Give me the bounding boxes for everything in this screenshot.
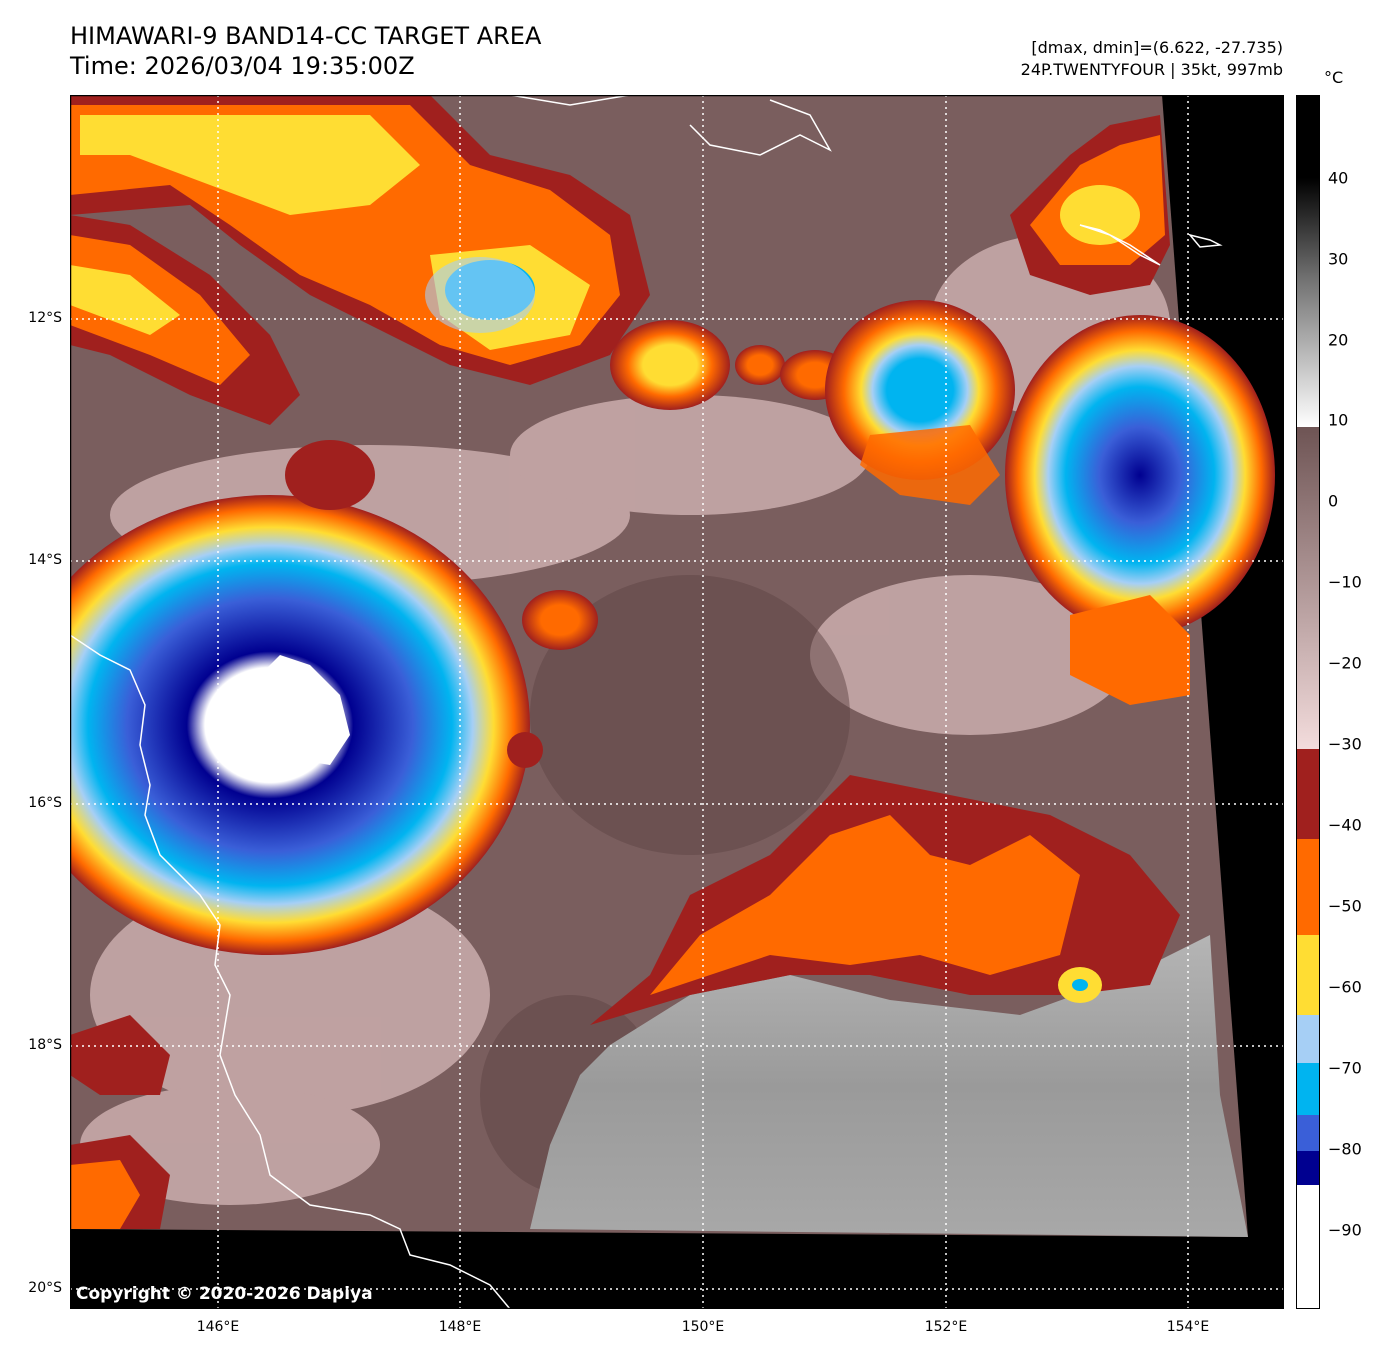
cbar-tick-0: 0 <box>1328 491 1339 511</box>
cbar-tick-m90: −90 <box>1328 1220 1362 1240</box>
cbar-tick-m80: −80 <box>1328 1139 1362 1159</box>
lon-label-150e: 150°E <box>681 1319 725 1335</box>
lat-label-12s: 12°S <box>28 310 62 326</box>
lon-label-146e: 146°E <box>196 1319 240 1335</box>
lat-label-20s: 20°S <box>28 1280 62 1296</box>
cbar-tick-10: 10 <box>1328 410 1349 430</box>
data-range: [dmax, dmin]=(6.622, -27.735) <box>1031 38 1283 57</box>
colorbar <box>1296 95 1320 1309</box>
cbar-tick-m60: −60 <box>1328 977 1362 997</box>
lat-label-16s: 16°S <box>28 795 62 811</box>
cbar-tick-m50: −50 <box>1328 896 1362 916</box>
cbar-tick-40: 40 <box>1328 168 1349 188</box>
cbar-tick-20: 20 <box>1328 330 1349 350</box>
cbar-tick-30: 30 <box>1328 249 1349 269</box>
cbar-tick-m70: −70 <box>1328 1058 1362 1078</box>
cbar-tick-m10: −10 <box>1328 572 1362 592</box>
cbar-tick-m20: −20 <box>1328 653 1362 673</box>
lat-label-18s: 18°S <box>28 1037 62 1053</box>
storm-info: 24P.TWENTYFOUR | 35kt, 997mb <box>1020 60 1283 79</box>
cbar-tick-m40: −40 <box>1328 815 1362 835</box>
satellite-map <box>70 95 1284 1309</box>
copyright-text: Copyright © 2020-2026 Dapiya <box>76 1284 373 1304</box>
lon-label-152e: 152°E <box>924 1319 968 1335</box>
lat-label-14s: 14°S <box>28 552 62 568</box>
chart-title: HIMAWARI-9 BAND14-CC TARGET AREA <box>70 22 542 50</box>
colorbar-unit: °C <box>1324 68 1344 87</box>
cbar-tick-m30: −30 <box>1328 734 1362 754</box>
lon-label-154e: 154°E <box>1166 1319 1210 1335</box>
timestamp: Time: 2026/03/04 19:35:00Z <box>70 52 415 80</box>
lon-label-148e: 148°E <box>438 1319 482 1335</box>
